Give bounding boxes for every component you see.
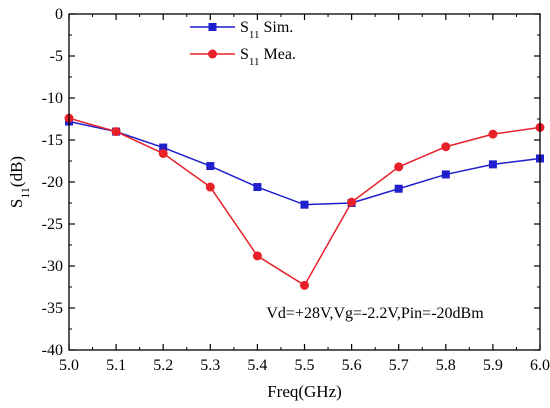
x-tick-label: 5.0 bbox=[59, 357, 79, 374]
y-axis-title-unit: (dB) bbox=[7, 156, 26, 187]
data-point-square bbox=[159, 143, 168, 152]
legend-marker-square bbox=[208, 23, 217, 31]
y-axis-title: S11(dB) bbox=[7, 156, 32, 208]
legend: S11 Sim.S11 Mea. bbox=[190, 19, 296, 68]
data-point-square bbox=[206, 162, 215, 171]
legend-label-base: S bbox=[240, 46, 249, 63]
x-tick-label: 5.5 bbox=[295, 357, 315, 374]
plot-area-frame bbox=[68, 13, 541, 351]
y-tick-label: -20 bbox=[42, 174, 63, 191]
data-point-square bbox=[488, 160, 497, 169]
y-axis-title-subscript: 11 bbox=[18, 187, 32, 199]
data-point-circle bbox=[441, 142, 451, 152]
legend-marker-circle bbox=[208, 49, 217, 59]
series-line bbox=[68, 120, 541, 206]
y-tick-label: -10 bbox=[42, 90, 63, 107]
legend-label-subscript: 11 bbox=[249, 56, 260, 68]
x-tick-label: 5.7 bbox=[389, 357, 409, 374]
data-point-circle bbox=[488, 129, 498, 139]
y-tick-label: -15 bbox=[42, 132, 63, 149]
x-tick-label: 5.8 bbox=[436, 357, 456, 374]
axis-ticks: 5.0 5.1 5.2 5.3 5.4 5.5 5.6 5.7 5.8 5.9 6.0 0 -5 -10 -… bbox=[42, 6, 550, 374]
data-point-square bbox=[441, 170, 450, 179]
data-point-square bbox=[394, 184, 403, 193]
y-tick-label: -5 bbox=[50, 48, 63, 65]
y-axis-title-base: S bbox=[7, 199, 26, 208]
data-point-circle bbox=[111, 127, 121, 137]
data-point-circle bbox=[300, 280, 309, 290]
series-layer bbox=[64, 113, 545, 290]
data-point-circle bbox=[252, 251, 262, 261]
legend-label-base: S bbox=[240, 19, 249, 36]
x-tick-label: 5.6 bbox=[342, 357, 362, 374]
data-point-square bbox=[253, 183, 262, 192]
y-tick-label: 0 bbox=[55, 6, 63, 23]
y-tick-label: -30 bbox=[42, 258, 63, 275]
x-tick-label: 5.1 bbox=[106, 357, 126, 374]
legend-label: S11 Mea. bbox=[240, 46, 296, 68]
x-tick-label: 5.4 bbox=[247, 357, 267, 374]
data-point-circle bbox=[394, 162, 404, 172]
data-point-square bbox=[300, 200, 309, 209]
y-tick-label: -35 bbox=[42, 300, 63, 317]
data-point-circle bbox=[158, 148, 168, 158]
legend-label-subscript: 11 bbox=[249, 29, 260, 41]
data-point-circle bbox=[347, 197, 357, 207]
x-axis-title: Freq(GHz) bbox=[267, 382, 342, 401]
y-tick-label: -25 bbox=[42, 216, 63, 233]
x-tick-label: 6.0 bbox=[530, 357, 550, 374]
legend-label: S11 Sim. bbox=[240, 19, 293, 41]
legend-label-suffix: Mea. bbox=[264, 46, 296, 63]
x-tick-label: 5.9 bbox=[483, 357, 503, 374]
y-tick-label: -40 bbox=[42, 342, 63, 359]
legend-label-suffix: Sim. bbox=[264, 19, 294, 36]
condition-annotation: Vd=+28V,Vg=-2.2V,Pin=-20dBm bbox=[266, 305, 484, 322]
x-tick-label: 5.2 bbox=[153, 357, 173, 374]
x-tick-label: 5.3 bbox=[200, 357, 220, 374]
data-point-circle bbox=[205, 182, 215, 192]
